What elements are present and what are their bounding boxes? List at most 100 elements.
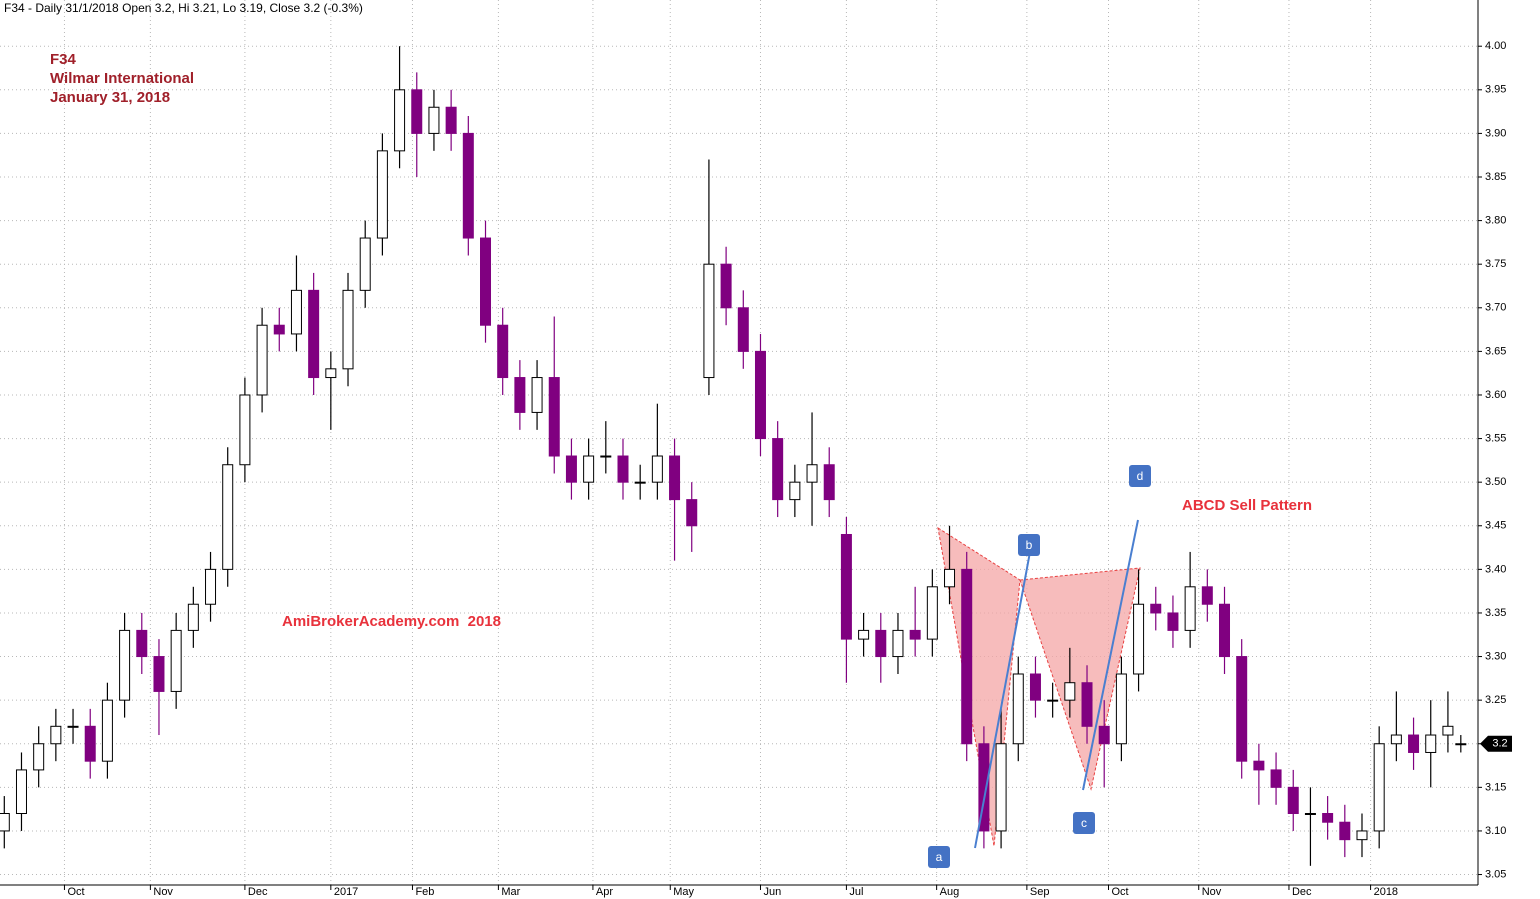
candle-body — [1455, 743, 1467, 746]
candle-body — [600, 455, 612, 458]
label-box — [1018, 534, 1040, 556]
candle-body — [101, 699, 113, 762]
price-marker-label: 3.2 — [1492, 738, 1507, 750]
candle-body — [119, 629, 131, 701]
pattern-labels: a b c d — [928, 465, 1151, 868]
candle-body — [1390, 734, 1402, 745]
candle-body — [1270, 769, 1282, 788]
annotation: F34 — [50, 51, 77, 68]
candle-body — [926, 586, 938, 640]
trend-line — [974, 551, 1031, 849]
candle-body — [50, 725, 62, 745]
candle-body — [583, 455, 595, 483]
candle-body — [497, 324, 509, 379]
price-marker — [1480, 735, 1512, 752]
x-tick-label: Nov — [153, 886, 173, 898]
candle-body — [548, 377, 560, 457]
candle-body — [789, 481, 801, 501]
x-tick-label: Oct — [1112, 886, 1129, 898]
candle-body — [1356, 830, 1368, 841]
annotation: Wilmar International — [50, 70, 194, 87]
y-tick-label: 3.65 — [1485, 345, 1506, 357]
y-tick-label: 3.75 — [1485, 258, 1506, 270]
candle-body — [806, 464, 818, 483]
candle-body — [1133, 603, 1145, 675]
x-tick-label: Dec — [248, 886, 268, 898]
candle-body — [411, 89, 423, 134]
candle-body — [531, 377, 543, 413]
candle-body — [1236, 656, 1248, 762]
candle-body — [308, 289, 320, 379]
annotation: ABCD Sell Pattern — [1182, 497, 1312, 514]
chart-title: F34 - Daily 31/1/2018 Open 3.2, Hi 3.21,… — [4, 1, 363, 15]
x-tick-label: 2017 — [334, 886, 358, 898]
candle-body — [1322, 813, 1334, 823]
candle-body — [875, 629, 887, 658]
candle-body — [0, 813, 10, 832]
x-tick-label: 2018 — [1374, 886, 1398, 898]
candle-body — [1184, 586, 1196, 631]
label-box — [1129, 465, 1151, 487]
candle-body — [1442, 725, 1454, 736]
annotation: January 31, 2018 — [50, 89, 170, 106]
candle-body — [1012, 673, 1024, 745]
y-tick-label: 3.40 — [1485, 563, 1506, 575]
candle-body — [978, 743, 990, 832]
candle-body — [823, 464, 835, 501]
x-tick-label: Sep — [1030, 886, 1050, 898]
candle-body — [754, 350, 766, 440]
candle-body — [1201, 586, 1213, 605]
candle-body — [737, 307, 749, 352]
candle-body — [1047, 699, 1059, 702]
x-tick-label: Dec — [1292, 886, 1312, 898]
y-tick-label: 3.90 — [1485, 127, 1506, 139]
pattern-label: b — [1026, 538, 1033, 552]
candle-body — [1408, 734, 1420, 753]
candle-body — [634, 481, 646, 484]
candle-body — [772, 438, 784, 501]
candle-body — [514, 377, 526, 413]
candle-body — [1339, 821, 1351, 841]
label-box — [928, 846, 950, 868]
candle-body — [617, 455, 629, 483]
candle-body — [1425, 734, 1437, 753]
x-tick-label: Oct — [67, 886, 84, 898]
abcd-lines — [974, 519, 1139, 849]
candle-body — [1167, 612, 1179, 631]
candle-body — [290, 289, 302, 335]
candle-body — [840, 533, 852, 640]
candle-body — [359, 237, 371, 291]
candle-body — [1304, 813, 1316, 816]
x-tick-label: Jun — [763, 886, 781, 898]
candle-body — [686, 499, 698, 527]
candle-body — [428, 106, 440, 134]
pattern-triangle — [1019, 567, 1141, 791]
candle-body — [273, 324, 285, 335]
x-tick-label: Aug — [940, 886, 960, 898]
x-tick-label: Nov — [1202, 886, 1222, 898]
x-tick-label: Apr — [596, 886, 613, 898]
candle-body — [445, 106, 457, 134]
candle-body — [187, 603, 199, 631]
y-tick-label: 4.00 — [1485, 40, 1506, 52]
y-tick-label: 3.05 — [1485, 868, 1506, 880]
candle-body — [480, 237, 492, 326]
candle-body — [153, 656, 165, 692]
candle-body — [1064, 682, 1076, 701]
candle-body — [462, 132, 474, 239]
trend-line — [1082, 519, 1139, 791]
candle-body — [1219, 603, 1231, 658]
y-tick-label: 3.55 — [1485, 432, 1506, 444]
candle-body — [376, 150, 388, 239]
candle-body — [1081, 682, 1093, 727]
candle-body — [222, 464, 234, 570]
candle-body — [1098, 725, 1110, 745]
candle-body — [15, 769, 27, 815]
y-tick-label: 3.30 — [1485, 650, 1506, 662]
candle-body — [669, 455, 681, 501]
candle-body — [239, 394, 251, 466]
candle-body — [342, 289, 354, 370]
candle-body — [1287, 786, 1299, 815]
y-tick-label: 3.70 — [1485, 302, 1506, 314]
